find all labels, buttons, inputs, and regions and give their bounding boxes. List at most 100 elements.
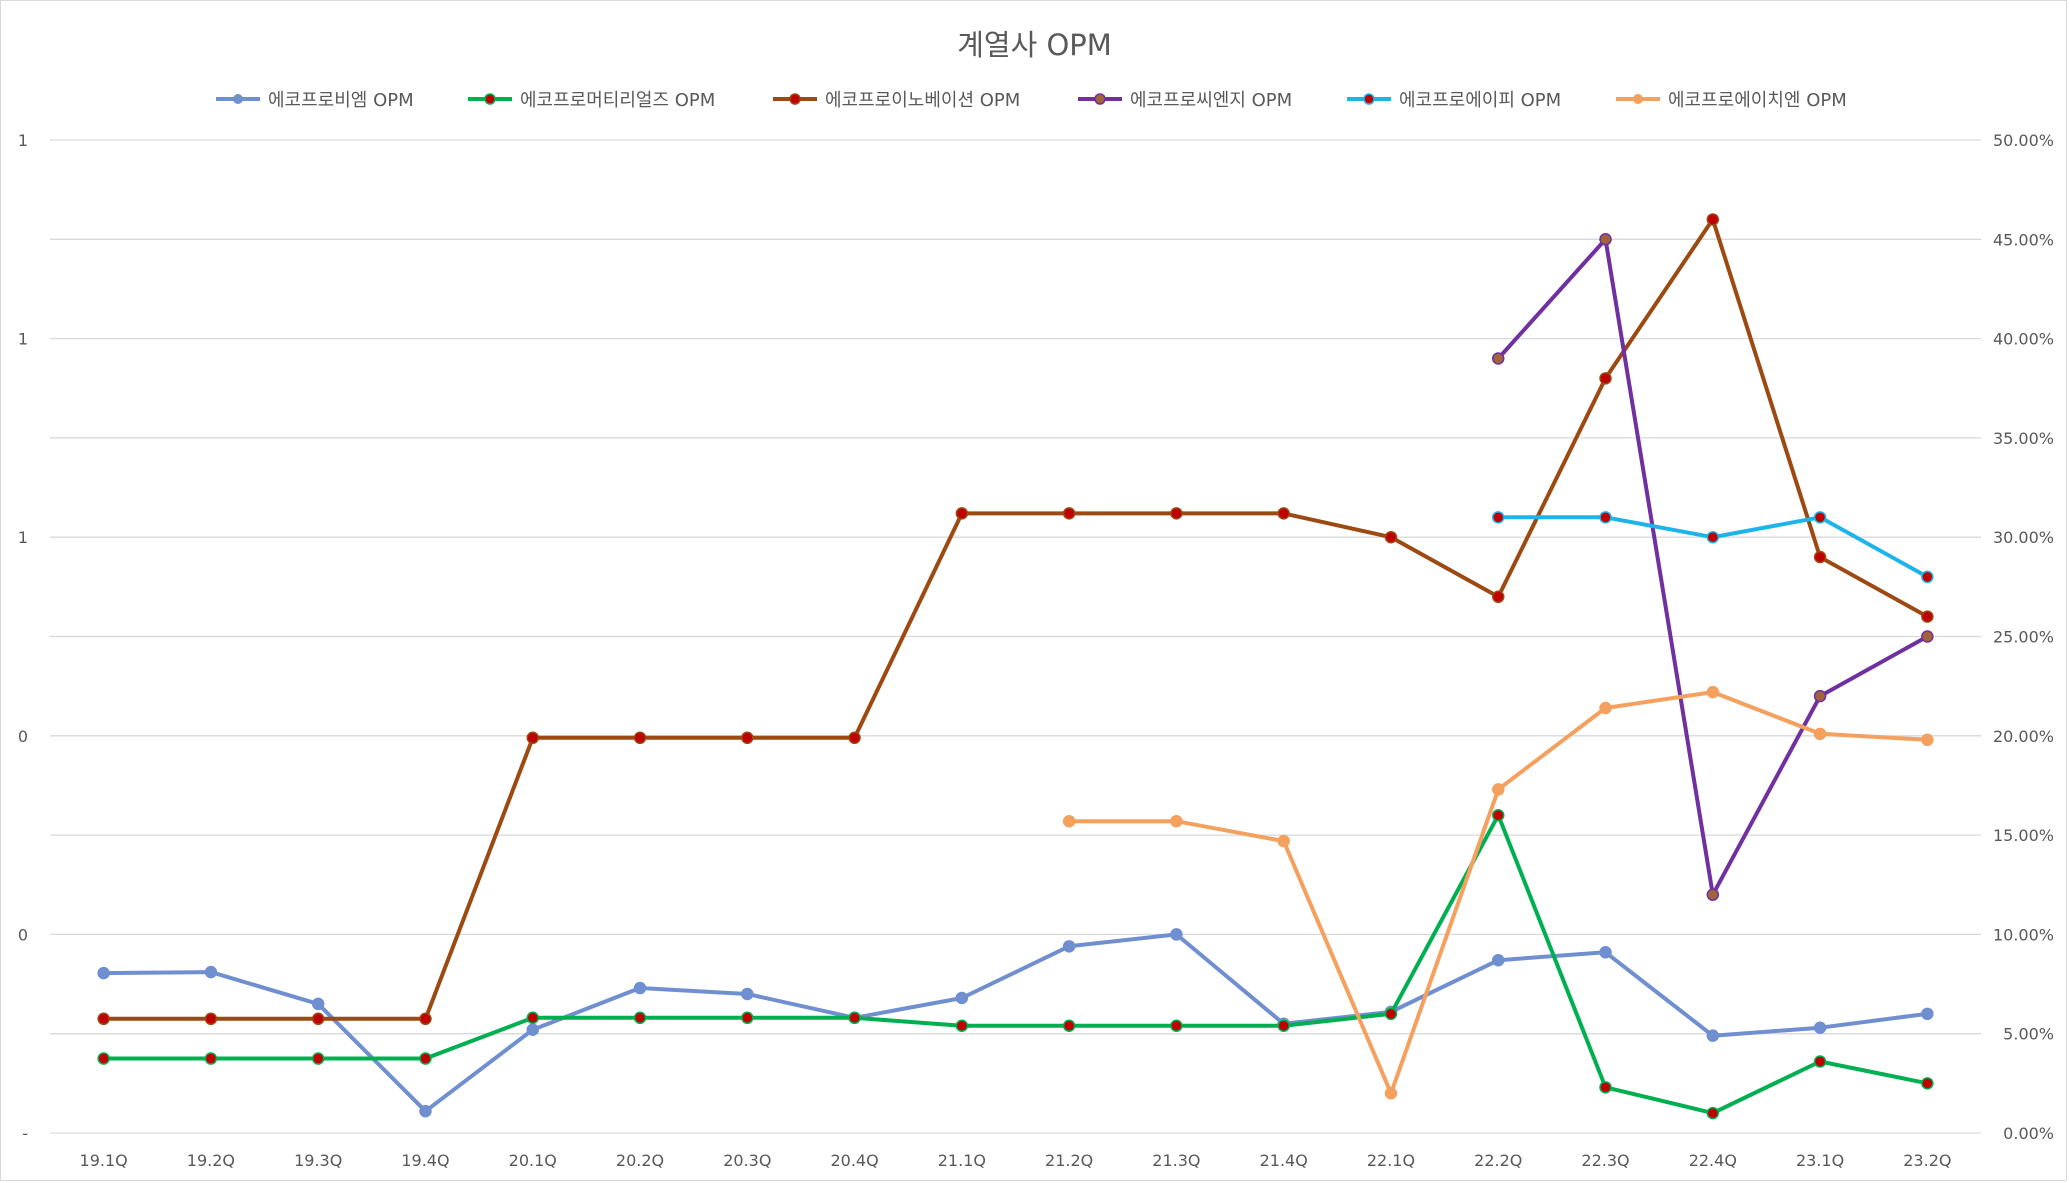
series-line (101, 813, 1930, 1116)
legend-item-ecoprobm[interactable]: 에코프로비엠 OPM (216, 84, 414, 114)
data-point (1492, 783, 1505, 796)
data-point (1921, 1077, 1934, 1090)
x-tick-label: 23.2Q (1903, 1151, 1951, 1170)
data-point (1813, 689, 1827, 703)
chart-title: 계열사 OPM (957, 28, 1112, 62)
right-tick-label: 30.00% (1993, 528, 2054, 547)
data-point (1599, 701, 1612, 715)
data-point (1492, 808, 1505, 822)
data-point (1384, 1007, 1398, 1021)
x-tick-label: 20.4Q (830, 1151, 878, 1170)
data-point (741, 1011, 754, 1025)
right-tick-label: 45.00% (1993, 230, 2054, 249)
legend-label-ecoprobm: 에코프로비엠 OPM (268, 90, 414, 111)
data-point (848, 1011, 861, 1025)
x-tick-label: 23.1Q (1796, 1151, 1844, 1170)
legend-swatch-ap (1347, 93, 1391, 105)
x-tick-label: 22.4Q (1689, 1151, 1737, 1170)
right-tick-label: 10.00% (1993, 925, 2054, 944)
data-point (848, 731, 861, 745)
data-point (1706, 1029, 1720, 1042)
data-point (1599, 372, 1612, 385)
legend-item-hn[interactable]: 에코프로에이치엔 OPM (1616, 84, 1847, 114)
left-axis: -001111 (18, 131, 28, 1143)
data-point (204, 965, 218, 979)
legend-label-hn: 에코프로에이치엔 OPM (1668, 90, 1847, 111)
data-point (1706, 1106, 1720, 1120)
left-tick-label: 1 (18, 330, 28, 349)
series-lines (97, 213, 1934, 1120)
series-line (1496, 515, 1930, 579)
data-point (1706, 888, 1720, 901)
data-point (1492, 953, 1505, 967)
legend-item-materials[interactable]: 에코프로머티리얼즈 OPM (468, 84, 715, 114)
series-2 (97, 213, 1934, 1026)
right-tick-label: 50.00% (1993, 131, 2054, 150)
data-point (1599, 233, 1612, 246)
data-point (311, 1012, 325, 1026)
data-point (1492, 590, 1505, 604)
data-point (1706, 530, 1720, 544)
data-point (311, 997, 325, 1011)
gridlines (50, 139, 1981, 1134)
legend-swatch-hn (1616, 94, 1660, 104)
data-point (526, 1023, 539, 1036)
data-point (1062, 507, 1076, 520)
right-tick-label: 35.00% (1993, 429, 2054, 448)
data-point (633, 981, 647, 995)
data-point (1813, 1055, 1827, 1068)
data-point (1706, 213, 1720, 226)
series-1 (97, 808, 1934, 1120)
data-point (97, 1052, 110, 1065)
data-point (1921, 1007, 1934, 1021)
x-axis: 19.1Q 19.2Q 19.3Q 19.4Q 20.1Q 20.2Q 20.3Q 20.4Q… (80, 1151, 1952, 1170)
legend-swatch-cng (1078, 93, 1122, 105)
left-tick-label: 0 (18, 925, 28, 944)
data-point (955, 991, 969, 1005)
x-tick-label: 21.1Q (938, 1151, 986, 1170)
x-tick-label: 21.4Q (1260, 1151, 1308, 1170)
legend-label-ap: 에코프로에이피 OPM (1399, 90, 1562, 111)
data-point (741, 731, 754, 745)
legend-label-cng: 에코프로씨엔지 OPM (1130, 90, 1293, 111)
x-tick-label: 22.1Q (1367, 1151, 1415, 1170)
x-tick-label: 19.2Q (187, 1151, 235, 1170)
data-point (1062, 1019, 1076, 1033)
x-tick-label: 20.1Q (509, 1151, 557, 1170)
data-point (633, 1011, 647, 1025)
data-point (97, 1012, 110, 1026)
legend: 에코프로비엠 OPM 에코프로머티리얼즈 OPM 에코프로이노베이션 OPM 에… (0, 84, 2069, 114)
data-point (1599, 946, 1612, 959)
left-tick-label: 0 (18, 727, 28, 746)
legend-item-ap[interactable]: 에코프로에이피 OPM (1347, 84, 1561, 114)
x-tick-label: 22.3Q (1581, 1151, 1629, 1170)
data-point (1599, 511, 1612, 524)
data-point (1277, 834, 1290, 848)
data-point (1277, 1019, 1290, 1033)
data-point (1921, 630, 1934, 643)
data-point (1706, 685, 1720, 699)
series-line (1496, 237, 1930, 897)
data-point (526, 1011, 539, 1025)
data-point (1813, 727, 1827, 741)
legend-label-materials: 에코프로머티리얼즈 OPM (520, 90, 716, 111)
right-tick-label: 25.00% (1993, 628, 2054, 647)
left-tick-label: 1 (18, 131, 28, 150)
data-point (1384, 1087, 1398, 1100)
data-point (204, 1012, 218, 1026)
data-point (1277, 507, 1290, 520)
data-point (741, 987, 754, 1001)
data-point (204, 1052, 218, 1065)
x-tick-label: 19.1Q (80, 1151, 128, 1170)
series-3 (1492, 233, 1934, 901)
left-tick-label: - (22, 1124, 28, 1143)
data-point (1921, 570, 1934, 584)
data-point (1813, 511, 1827, 524)
legend-item-cng[interactable]: 에코프로씨엔지 OPM (1078, 84, 1292, 114)
data-point (1921, 733, 1934, 747)
legend-item-innovation[interactable]: 에코프로이노베이션 OPM (773, 84, 1020, 114)
right-tick-label: 0.00% (2003, 1124, 2054, 1143)
data-point (633, 731, 647, 745)
